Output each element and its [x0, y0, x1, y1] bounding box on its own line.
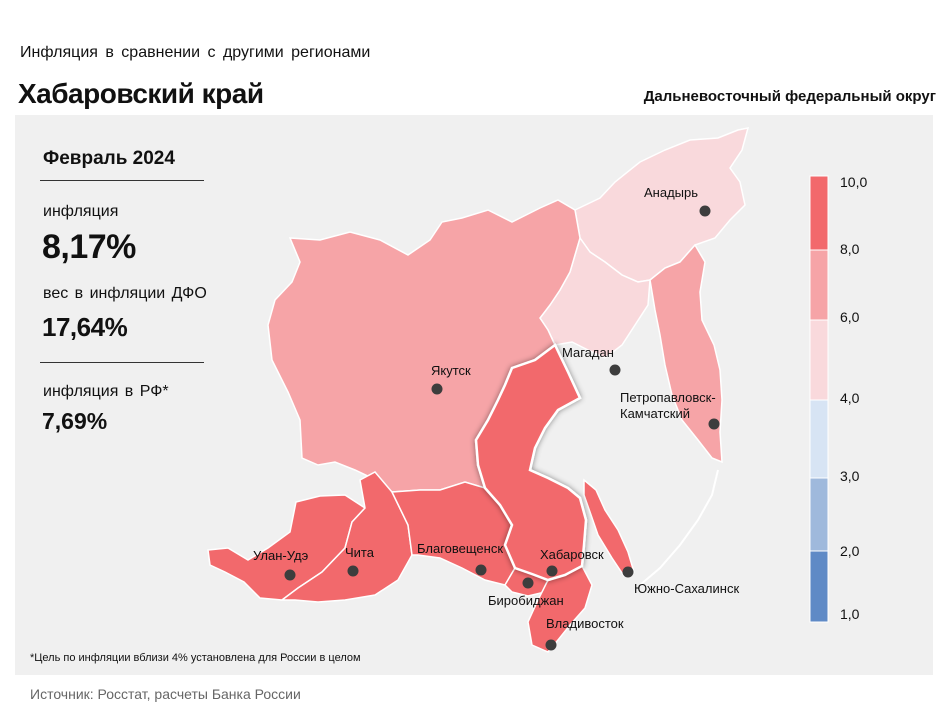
marker-blagoveshchensk	[475, 564, 487, 576]
marker-yuzhno	[622, 566, 634, 578]
marker-petropavlovsk	[708, 418, 720, 430]
legend-tick: 4,0	[840, 390, 860, 406]
weight-value: 17,64%	[42, 312, 128, 342]
legend-tick: 8,0	[840, 241, 860, 257]
region-kamchatka	[649, 243, 723, 464]
marker-anadyr	[699, 205, 711, 217]
rf-inflation-label: инфляция в РФ*	[43, 383, 169, 400]
city-markers	[284, 205, 720, 651]
city-label-blagoveshchensk: Благовещенск	[417, 541, 503, 556]
city-label-khabarovsk: Хабаровск	[540, 547, 604, 562]
city-label-ulan-ude: Улан-Удэ	[253, 548, 309, 563]
marker-vladivostok	[545, 639, 557, 651]
inflation-value: 8,17%	[42, 228, 136, 266]
legend-tick: 3,0	[840, 468, 860, 484]
region-kurils	[639, 469, 719, 586]
weight-label: вес в инфляции ДФО	[43, 285, 207, 302]
divider-top	[40, 180, 204, 181]
legend-tick: 2,0	[840, 543, 860, 559]
marker-khabarovsk	[546, 565, 558, 577]
legend-band-1-2	[809, 550, 829, 623]
city-label-yuzhno: Южно-Сахалинск	[634, 581, 739, 596]
marker-magadan	[609, 364, 621, 376]
marker-chita	[347, 565, 359, 577]
legend-band-8-10	[809, 175, 829, 251]
city-label-anadyr: Анадырь	[644, 185, 698, 200]
city-label-petropavlovsk-2: Камчатский	[620, 406, 690, 421]
inflation-label: инфляция	[43, 203, 119, 220]
marker-birobidzhan	[522, 577, 534, 589]
legend-colorbar	[809, 175, 829, 623]
legend-band-6-8	[809, 249, 829, 321]
legend-tick: 1,0	[840, 606, 860, 622]
marker-yakutsk	[431, 383, 443, 395]
district-title: Дальневосточный федеральный округ	[643, 88, 936, 105]
legend-band-3-4	[809, 399, 829, 479]
marker-ulan-ude	[284, 569, 296, 581]
city-label-birobidzhan: Биробиджан	[488, 593, 564, 608]
legend-tick: 10,0	[840, 174, 867, 190]
city-label-vladivostok: Владивосток	[546, 616, 624, 631]
page-title: Хабаровский край	[18, 78, 264, 109]
footnote: *Цель по инфляции вблизи 4% установлена …	[30, 652, 361, 664]
divider-bottom	[40, 362, 204, 363]
city-label-yakutsk: Якутск	[431, 363, 471, 378]
rf-inflation-value: 7,69%	[42, 408, 108, 434]
period-label: Февраль 2024	[43, 148, 175, 169]
legend-band-4-6	[809, 319, 829, 401]
source-note: Источник: Росстат, расчеты Банка России	[30, 686, 301, 702]
legend-band-2-3	[809, 477, 829, 552]
city-label-chita: Чита	[345, 545, 375, 560]
chart-subtitle: Инфляция в сравнении с другими регионами	[20, 44, 371, 61]
region-khabarovsk	[474, 343, 588, 582]
legend-tick: 6,0	[840, 309, 860, 325]
city-label-magadan: Магадан	[562, 345, 614, 360]
region-zabaikalsky	[279, 471, 413, 603]
city-label-petropavlovsk-1: Петропавловск-	[620, 390, 716, 405]
